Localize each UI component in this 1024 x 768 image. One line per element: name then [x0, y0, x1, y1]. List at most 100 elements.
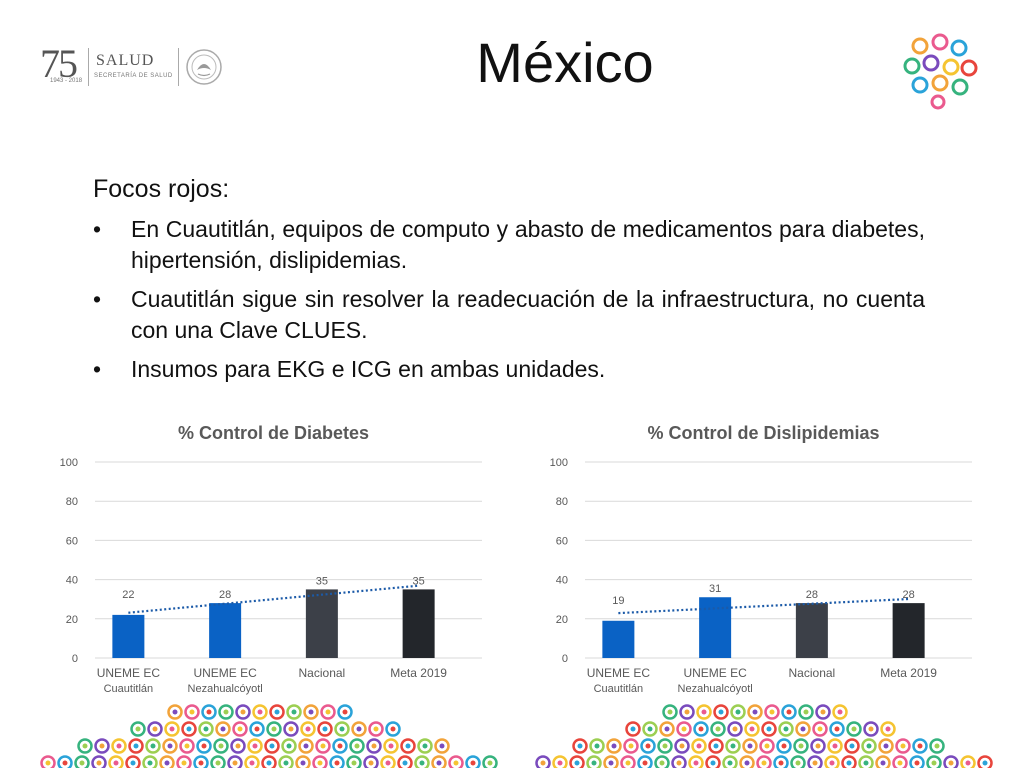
pattern-dot	[206, 709, 212, 715]
pattern-dot	[783, 726, 789, 732]
pattern-circle	[892, 755, 908, 768]
pattern-dot	[834, 726, 840, 732]
data-label: 35	[316, 575, 328, 587]
pattern-circle	[793, 738, 809, 754]
list-item-text: En Cuautitlán, equipos de computo y abas…	[131, 216, 925, 273]
pattern-circle	[94, 738, 110, 754]
pattern-circle	[227, 755, 243, 768]
pattern-circle	[535, 755, 551, 768]
x-tick-label: Cuautitlán	[594, 683, 644, 695]
pattern-dot	[235, 743, 241, 749]
pattern-dot	[817, 726, 823, 732]
bar	[602, 620, 635, 658]
pattern-circle	[674, 738, 690, 754]
decorative-pattern	[535, 704, 993, 768]
pattern-circle	[210, 755, 226, 768]
trendline	[128, 584, 419, 614]
pattern-circle	[196, 738, 212, 754]
pattern-circle	[380, 755, 396, 768]
pattern-circle	[829, 721, 845, 737]
pattern-circle	[795, 721, 811, 737]
chart-title: % Control de Diabetes	[178, 423, 369, 443]
pattern-dot	[201, 743, 207, 749]
pattern-dot	[223, 709, 229, 715]
pattern-circle	[235, 704, 251, 720]
pattern-circle	[623, 738, 639, 754]
pattern-circle	[912, 738, 928, 754]
pattern-circle	[300, 721, 316, 737]
pattern-dot	[832, 743, 838, 749]
pattern-dot	[133, 743, 139, 749]
pattern-circle	[167, 704, 183, 720]
pattern-circle	[145, 738, 161, 754]
pattern-dot	[79, 760, 85, 766]
pattern-circle	[844, 738, 860, 754]
pattern-dot	[837, 709, 843, 715]
y-tick-label: 0	[72, 653, 78, 665]
pattern-circle	[431, 755, 447, 768]
pattern-dot	[715, 726, 721, 732]
x-tick-label: Nezahualcóyotl	[188, 683, 263, 695]
pattern-dot	[189, 709, 195, 715]
pattern-dot	[257, 709, 263, 715]
pattern-dot	[630, 726, 636, 732]
pattern-dot	[288, 726, 294, 732]
pattern-dot	[885, 726, 891, 732]
pattern-circle	[764, 704, 780, 720]
data-label: 28	[806, 589, 818, 601]
pattern-circle	[909, 755, 925, 768]
y-tick-label: 20	[556, 614, 568, 626]
pattern-dot	[795, 760, 801, 766]
pattern-dot	[385, 760, 391, 766]
pattern-dot	[172, 709, 178, 715]
pattern-circle	[569, 755, 585, 768]
pattern-dot	[453, 760, 459, 766]
y-tick-label: 80	[556, 496, 568, 508]
pattern-dot	[752, 709, 758, 715]
pattern-circle	[278, 755, 294, 768]
pattern-dot	[577, 743, 583, 749]
pattern-dot	[786, 709, 792, 715]
pattern-circle	[846, 721, 862, 737]
logo-brand: SALUD	[96, 52, 155, 69]
pattern-dot	[540, 760, 546, 766]
pattern-circle	[244, 755, 260, 768]
pattern-dot	[249, 760, 255, 766]
pattern-dot	[696, 743, 702, 749]
pattern-dot	[679, 743, 685, 749]
pattern-dot	[351, 760, 357, 766]
pattern-dot	[252, 743, 258, 749]
pattern-circle	[880, 721, 896, 737]
pattern-dot	[948, 760, 954, 766]
pattern-circle	[193, 755, 209, 768]
pattern-dot	[701, 709, 707, 715]
pattern-dot	[167, 743, 173, 749]
pattern-circle	[858, 755, 874, 768]
pattern-dot	[317, 760, 323, 766]
pattern-circle	[91, 755, 107, 768]
pattern-dot	[218, 743, 224, 749]
pattern-dot	[436, 760, 442, 766]
pattern-circle	[807, 755, 823, 768]
x-tick-label: UNEME EC	[587, 666, 651, 680]
y-tick-label: 100	[550, 457, 568, 469]
pattern-dot	[402, 760, 408, 766]
pattern-dot	[730, 743, 736, 749]
list-item: • Insumos para EKG e ICG en ambas unidad…	[93, 354, 925, 385]
pattern-dot	[732, 726, 738, 732]
pattern-circle	[710, 721, 726, 737]
pattern-dot	[303, 743, 309, 749]
pattern-circle	[232, 721, 248, 737]
pattern-dot	[781, 743, 787, 749]
x-tick-label: Meta 2019	[880, 666, 937, 680]
pattern-circle	[397, 755, 413, 768]
pattern-dot	[642, 760, 648, 766]
pattern-dot	[764, 743, 770, 749]
pattern-circle	[298, 738, 314, 754]
pattern-dot	[237, 726, 243, 732]
pattern-dot	[803, 709, 809, 715]
pattern-circle	[400, 738, 416, 754]
pattern-circle	[659, 721, 675, 737]
pattern-circle	[130, 721, 146, 737]
pattern-circle	[662, 704, 678, 720]
